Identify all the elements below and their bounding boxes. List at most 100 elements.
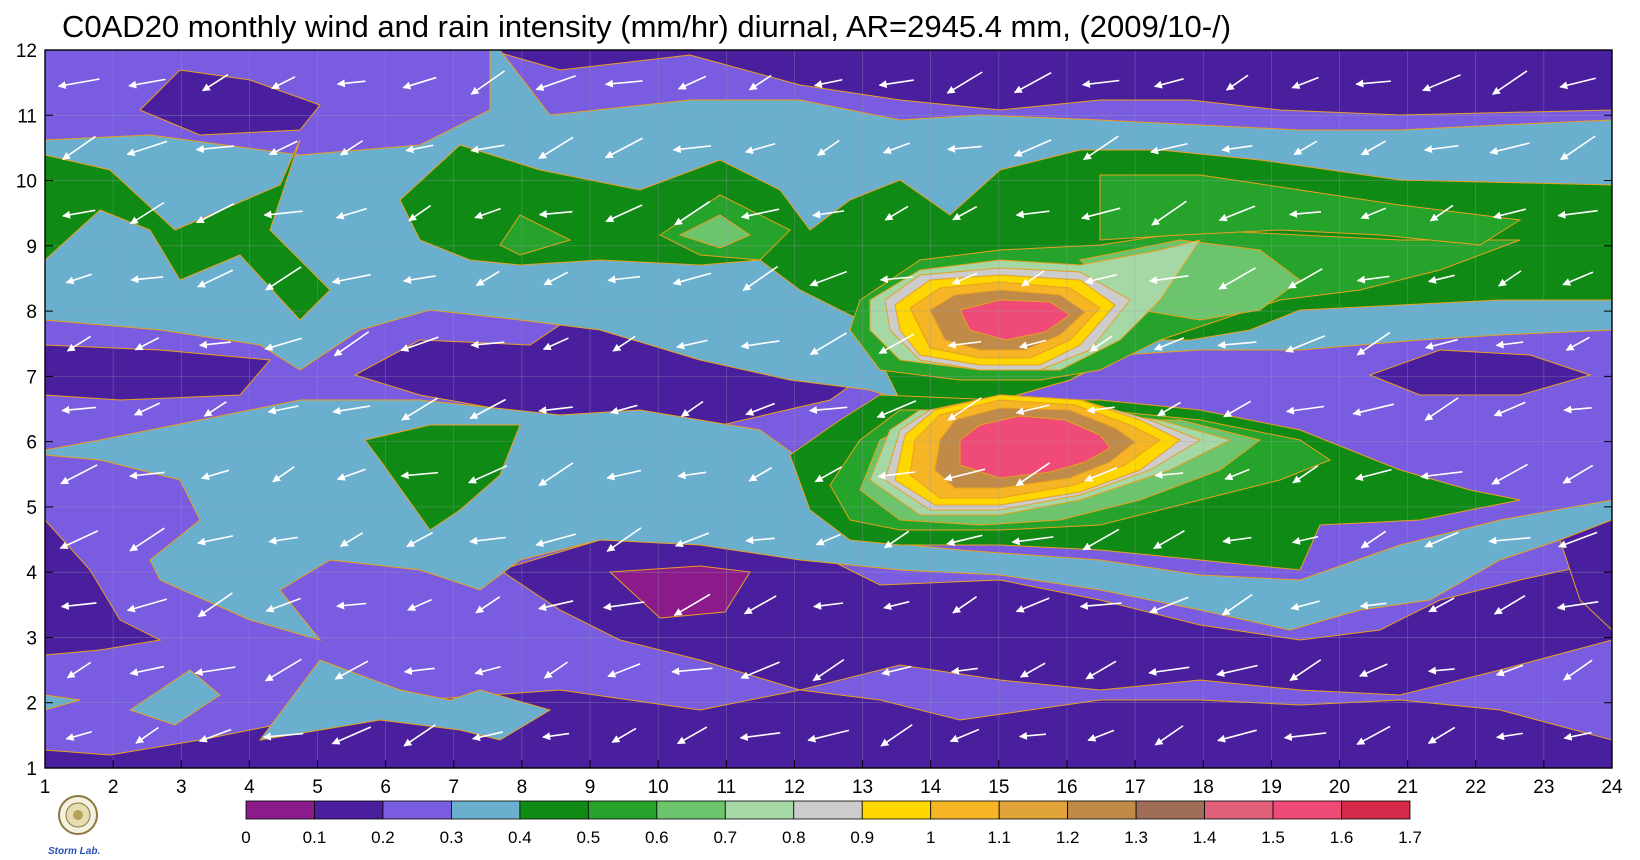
colorbar: 0 0.1 0.2 0.3 0.4 0.5 0.6 0.7 0.8 0.9 1 1.1 1.2 1.3 1.…: [241, 800, 1422, 847]
wind-arrow: [129, 527, 165, 552]
contour-green-upper-left: [45, 139, 331, 321]
colorbar-swatch: [930, 800, 1000, 820]
wind-arrow: [264, 337, 302, 351]
colorbar-swatch: [382, 800, 452, 820]
wind-arrow: [1360, 207, 1387, 220]
wind-arrow: [604, 137, 643, 159]
wind-arrow: [263, 210, 303, 219]
wind-arrow: [1222, 536, 1252, 545]
wind-arrow: [1495, 664, 1524, 677]
wind-arrow: [606, 469, 642, 481]
colorbar-label-0.4: 0.4: [508, 828, 532, 847]
wind-arrow: [538, 136, 574, 160]
x-tick-label-16: 16: [1056, 777, 1077, 798]
wind-arrow: [468, 465, 508, 484]
wind-arrow: [400, 471, 439, 480]
wind-arrow: [674, 200, 711, 226]
colorbar-swatch: [1067, 800, 1137, 820]
wind-arrow: [1562, 271, 1594, 286]
wind-arrow: [265, 597, 301, 613]
wind-arrow: [1292, 465, 1319, 484]
wind-arrow: [1424, 531, 1459, 548]
colorbar-swatch: [1135, 800, 1205, 820]
wind-arrow: [1283, 732, 1327, 741]
wind-arrow: [809, 332, 847, 356]
wind-arrow: [402, 76, 437, 90]
wind-arrow: [742, 265, 779, 292]
wind-arrow: [538, 406, 573, 415]
wind-arrow: [197, 592, 233, 618]
wind-arrow: [603, 601, 645, 611]
colorbar-swatch: [724, 800, 795, 820]
wind-arrow: [1563, 659, 1593, 681]
wind-arrow: [881, 665, 912, 676]
y-tick-label-6: 6: [26, 433, 37, 454]
wind-arrow: [947, 340, 982, 349]
y-tick-label-9: 9: [26, 237, 37, 258]
wind-arrow: [883, 530, 910, 549]
grid-lines: [45, 50, 1612, 768]
colorbar-label-0: 0: [241, 828, 250, 847]
wind-arrow: [813, 78, 843, 88]
wind-arrow: [1225, 74, 1249, 91]
contour-green3-a: [678, 214, 752, 249]
colorbar-swatch: [245, 800, 315, 820]
wind-arrow: [66, 661, 92, 679]
wind-arrow: [407, 598, 432, 611]
wind-arrow: [271, 76, 296, 90]
wind-arrow: [267, 405, 299, 415]
x-tick-label-2: 2: [108, 777, 119, 798]
x-tick-label-17: 17: [1125, 777, 1146, 798]
wind-arrow: [1285, 405, 1325, 415]
colorbar-swatch: [656, 800, 726, 820]
wind-arrow: [673, 593, 711, 616]
wind-arrow: [59, 530, 99, 549]
colorbar-swatch: [1341, 800, 1411, 820]
wind-arrow: [1218, 205, 1256, 222]
wind-arrow: [538, 600, 574, 612]
wind-arrow: [535, 75, 576, 91]
wind-arrow: [60, 464, 98, 485]
colorbar-label-1.3: 1.3: [1124, 828, 1148, 847]
wind-arrow: [197, 269, 234, 288]
wind-arrow: [1086, 405, 1115, 414]
wind-arrow: [265, 266, 302, 291]
wind-arrow: [264, 658, 302, 682]
wind-arrow: [878, 333, 915, 355]
y-tick-label-8: 8: [26, 302, 37, 323]
wind-arrow: [60, 601, 97, 610]
x-axis-ticks: 1 2 3 4 5 6 7 8 9 10 11 12 13 14 15 16 17 18 19 20 21 22 23 24: [40, 760, 1623, 798]
wind-arrow: [607, 663, 641, 678]
wind-arrow: [334, 660, 369, 680]
colorbar-label-1.4: 1.4: [1193, 828, 1217, 847]
contour-pink-upper: [959, 299, 1071, 341]
wind-arrow: [1424, 397, 1459, 421]
wind-arrow: [1498, 270, 1522, 287]
wind-arrow: [1356, 331, 1391, 356]
colorbar-swatch: [998, 800, 1069, 820]
wind-arrow: [882, 142, 910, 154]
wind-arrow: [339, 140, 364, 156]
colorbar-swatch: [861, 800, 932, 820]
wind-arrow: [474, 207, 501, 220]
wind-arrow: [1557, 209, 1598, 219]
wind-arrow: [332, 405, 371, 415]
wind-arrow: [609, 404, 638, 415]
wind-arrow: [1420, 470, 1463, 480]
wind-arrow: [195, 145, 235, 154]
wind-arrow: [1291, 76, 1319, 89]
wind-arrow: [671, 667, 713, 676]
contour-dark-top: [489, 50, 1612, 116]
x-tick-label-8: 8: [517, 777, 528, 798]
wind-arrow: [947, 144, 982, 153]
wind-arrow: [336, 79, 366, 88]
y-tick-label-5: 5: [26, 498, 37, 519]
wind-arrow: [1354, 468, 1392, 481]
wind-arrow: [1021, 270, 1045, 287]
wind-arrow: [1082, 528, 1120, 551]
wind-arrow: [612, 335, 636, 352]
wind-arrow: [1218, 267, 1256, 290]
wind-arrow: [1422, 74, 1461, 92]
wind-arrow: [813, 601, 844, 610]
